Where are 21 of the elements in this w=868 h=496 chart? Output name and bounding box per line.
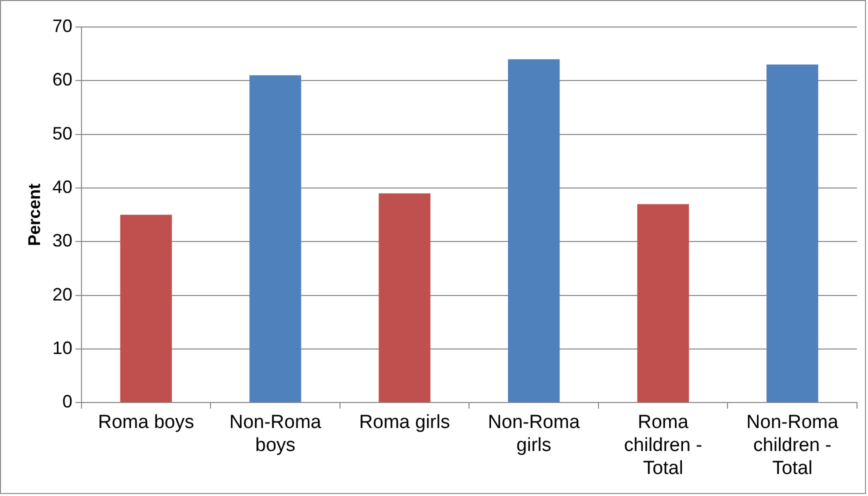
x-tick-label: Roma girls bbox=[359, 412, 450, 434]
y-axis-title: Percent bbox=[24, 183, 44, 246]
bar bbox=[766, 64, 818, 402]
x-tick-label: Non-Roma children - Total bbox=[746, 412, 839, 479]
x-tick-label: Non-Roma boys bbox=[229, 412, 322, 456]
y-tick-label: 20 bbox=[52, 284, 72, 304]
bar bbox=[249, 75, 302, 402]
y-tick-label: 40 bbox=[52, 176, 72, 197]
y-tick-label: 50 bbox=[52, 123, 72, 144]
y-tick-label: 60 bbox=[52, 70, 72, 90]
bar bbox=[378, 193, 430, 402]
x-tick-label: Non-Roma girls bbox=[488, 412, 580, 456]
y-tick-label: 10 bbox=[52, 338, 72, 358]
bar bbox=[120, 214, 172, 402]
y-tick-label: 0 bbox=[62, 392, 72, 412]
x-tick-label: Roma boys bbox=[98, 412, 194, 434]
y-tick-label: 30 bbox=[52, 230, 72, 251]
bar bbox=[508, 59, 560, 402]
bar bbox=[637, 204, 689, 402]
y-tick-label: 70 bbox=[52, 16, 72, 36]
x-tick-label: Roma children - Total bbox=[624, 412, 702, 479]
